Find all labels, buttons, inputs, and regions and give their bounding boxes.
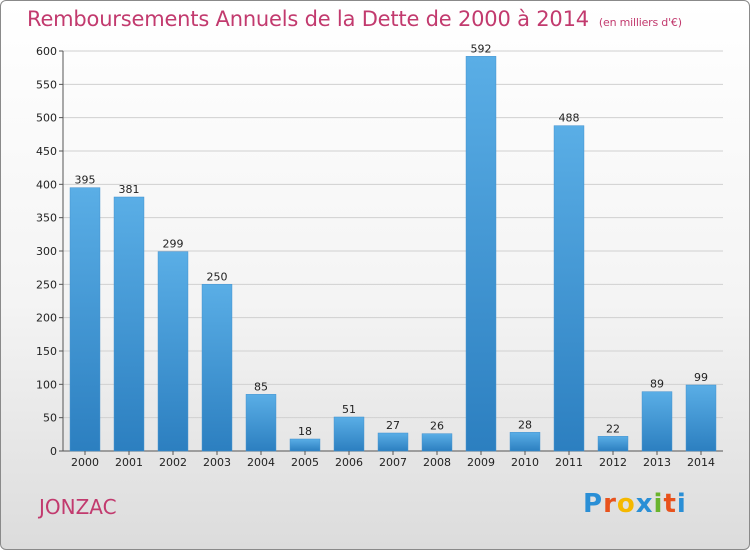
unit-note: (en milliers d'€) (598, 16, 682, 29)
x-tick-label: 2004 (247, 456, 275, 469)
x-tick-label: 2006 (335, 456, 363, 469)
data-label: 27 (386, 419, 400, 432)
y-tick-label: 200 (36, 312, 57, 325)
y-tick-label: 0 (50, 445, 57, 458)
data-label: 28 (518, 418, 532, 431)
proxiti-logo: Proxiti (583, 489, 687, 519)
data-label: 99 (694, 371, 708, 384)
data-label: 51 (342, 403, 356, 416)
bar (157, 251, 189, 452)
x-tick-label: 2011 (555, 456, 583, 469)
data-label: 381 (119, 183, 140, 196)
data-label: 299 (163, 238, 184, 251)
x-tick-label: 2013 (643, 456, 671, 469)
data-label: 592 (471, 42, 492, 55)
bar (333, 416, 365, 452)
logo-letter: i (653, 489, 664, 519)
bar (113, 196, 145, 452)
bar (289, 438, 321, 452)
chart-title: Remboursements Annuels de la Dette de 20… (27, 7, 682, 31)
bar (377, 432, 409, 452)
commune-name: JONZAC (39, 495, 117, 519)
bar (465, 56, 497, 452)
bar (641, 391, 673, 452)
x-tick-label: 2010 (511, 456, 539, 469)
logo-letter: i (676, 489, 687, 519)
data-label: 26 (430, 420, 444, 433)
logo-letter: P (583, 489, 604, 519)
y-tick-label: 250 (36, 278, 57, 291)
data-label: 488 (559, 112, 580, 125)
y-tick-label: 350 (36, 212, 57, 225)
bar (245, 394, 277, 452)
y-tick-label: 50 (43, 412, 57, 425)
data-label: 89 (650, 378, 664, 391)
logo-letter: r (603, 489, 617, 519)
bar (685, 384, 717, 452)
y-tick-label: 600 (36, 45, 57, 58)
bar (69, 187, 101, 452)
y-tick-label: 550 (36, 78, 57, 91)
x-tick-label: 2008 (423, 456, 451, 469)
data-label: 250 (207, 270, 228, 283)
x-tick-label: 2005 (291, 456, 319, 469)
y-tick-label: 100 (36, 378, 57, 391)
x-tick-label: 2007 (379, 456, 407, 469)
y-tick-label: 450 (36, 145, 57, 158)
data-label: 395 (75, 174, 96, 187)
data-label: 18 (298, 425, 312, 438)
x-tick-label: 2003 (203, 456, 231, 469)
bar (201, 284, 233, 452)
y-tick-label: 500 (36, 112, 57, 125)
x-tick-label: 2014 (687, 456, 715, 469)
bar (509, 432, 541, 452)
x-tick-label: 2000 (71, 456, 99, 469)
bar (597, 436, 629, 452)
x-tick-label: 2012 (599, 456, 627, 469)
logo-letter: o (616, 489, 636, 519)
logo-letter: x (635, 489, 654, 519)
x-tick-label: 2009 (467, 456, 495, 469)
chart-title-text: Remboursements Annuels de la Dette de 20… (27, 7, 589, 31)
data-label: 85 (254, 380, 268, 393)
bar (553, 125, 585, 452)
y-tick-label: 400 (36, 178, 57, 191)
y-tick-label: 150 (36, 345, 57, 358)
logo-letter: t (663, 489, 677, 519)
x-tick-label: 2002 (159, 456, 187, 469)
y-tick-label: 300 (36, 245, 57, 258)
data-label: 22 (606, 422, 620, 435)
x-tick-label: 2001 (115, 456, 143, 469)
bar (421, 433, 453, 452)
